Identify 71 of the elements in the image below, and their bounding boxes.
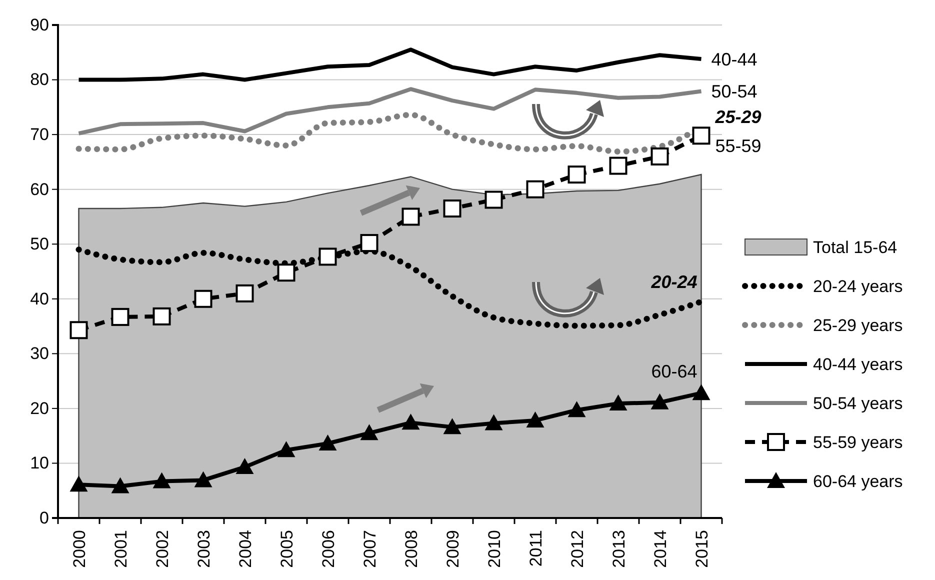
annotation: 60-64 bbox=[651, 361, 698, 382]
point bbox=[111, 308, 130, 326]
y-tick-label: 0 bbox=[40, 508, 49, 528]
y-tick-label: 60 bbox=[30, 180, 49, 199]
point bbox=[650, 393, 669, 410]
x-tick-label: 2003 bbox=[194, 530, 214, 568]
y-tick-label: 30 bbox=[30, 344, 49, 364]
line-series bbox=[76, 48, 704, 82]
legend-label: 60-64 years bbox=[813, 472, 903, 491]
annotation: 55-59 bbox=[715, 136, 762, 156]
point bbox=[526, 411, 544, 428]
legend-label: 50-54 years bbox=[813, 394, 903, 413]
line-series bbox=[76, 87, 704, 136]
point bbox=[484, 190, 503, 209]
point bbox=[402, 414, 420, 430]
point bbox=[443, 418, 462, 434]
x-tick-label: 2002 bbox=[152, 530, 172, 568]
point bbox=[318, 434, 337, 450]
point bbox=[236, 458, 254, 474]
x-tick-label: 2001 bbox=[111, 530, 130, 568]
y-tick-label: 20 bbox=[30, 398, 49, 418]
y-tick-label: 80 bbox=[30, 70, 49, 90]
annotation: 20-24 bbox=[650, 272, 698, 292]
point bbox=[277, 264, 296, 282]
point bbox=[194, 471, 212, 488]
point bbox=[360, 234, 378, 252]
point bbox=[692, 126, 710, 145]
point bbox=[526, 180, 544, 198]
point bbox=[70, 321, 88, 340]
x-tick-label: 2006 bbox=[318, 530, 338, 568]
annotation: 40-44 bbox=[711, 49, 758, 70]
x-tick-label: 2015 bbox=[692, 530, 712, 568]
x-tick-label: 2007 bbox=[360, 530, 380, 568]
legend-label: 20-24 years bbox=[813, 276, 903, 296]
legend-label: Total 15-64 bbox=[813, 238, 898, 257]
y-tick-label: 50 bbox=[30, 234, 49, 254]
point bbox=[402, 208, 420, 226]
legend-label: 25-29 years bbox=[813, 316, 903, 335]
point bbox=[111, 477, 130, 494]
x-tick-label: 2009 bbox=[443, 530, 462, 568]
point bbox=[609, 156, 628, 175]
point bbox=[194, 290, 212, 308]
x-tick-label: 2013 bbox=[609, 530, 628, 568]
y-tick-label: 10 bbox=[30, 454, 49, 473]
point bbox=[609, 394, 628, 411]
legend-label: 55-59 years bbox=[813, 432, 903, 452]
point bbox=[443, 200, 462, 218]
point bbox=[70, 476, 88, 492]
x-tick-label: 2005 bbox=[277, 530, 296, 568]
x-tick-label: 2010 bbox=[484, 530, 504, 568]
x-tick-label: 2012 bbox=[568, 530, 587, 568]
x-tick-label: 2008 bbox=[402, 530, 421, 568]
y-tick-label: 40 bbox=[30, 289, 49, 308]
point bbox=[484, 414, 503, 430]
x-tick-label: 2000 bbox=[70, 530, 89, 568]
y-tick-label: 70 bbox=[30, 124, 49, 144]
point bbox=[277, 441, 296, 458]
x-tick-label: 2014 bbox=[650, 530, 670, 568]
point bbox=[318, 248, 337, 266]
annotation: 50-54 bbox=[711, 82, 758, 102]
point bbox=[236, 284, 254, 302]
point bbox=[568, 401, 586, 418]
legend-label: 40-44 years bbox=[813, 354, 903, 374]
point bbox=[360, 424, 378, 440]
x-tick-label: 2004 bbox=[236, 530, 255, 568]
x-tick-label: 2011 bbox=[526, 530, 546, 567]
point bbox=[692, 384, 710, 400]
point bbox=[152, 472, 171, 488]
annotation: 25-29 bbox=[714, 107, 762, 128]
point bbox=[152, 307, 171, 326]
y-tick-label: 90 bbox=[30, 15, 49, 34]
